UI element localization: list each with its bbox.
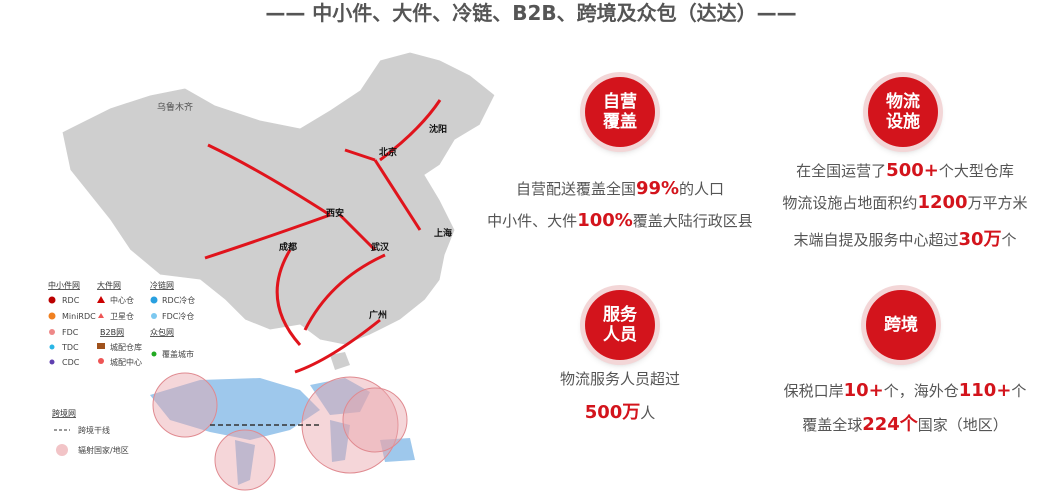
title: —— 中小件、大件、冷链、B2B、跨境及众包（达达）—— xyxy=(265,1,797,25)
text: 在全国运营了 xyxy=(796,162,887,180)
badge-text: 设施 xyxy=(886,112,920,132)
legend-item: CDC xyxy=(62,358,80,367)
text: 个，海外仓 xyxy=(883,382,959,400)
highlight: 1200 xyxy=(917,192,968,213)
legend-title: 中小件网 xyxy=(48,280,80,290)
badge: 跨境 xyxy=(866,290,936,360)
legend-marker xyxy=(97,296,105,303)
legend-item: 城配中心 xyxy=(110,357,142,367)
legend-item: 覆盖城市 xyxy=(162,349,194,359)
text: 物流服务人员超过 xyxy=(559,370,680,388)
badge-text: 人员 xyxy=(603,325,637,345)
legend-marker xyxy=(48,312,56,320)
badge-text: 物流 xyxy=(886,92,920,112)
legend-title: 跨境网 xyxy=(52,408,76,418)
city-label: 沈阳 xyxy=(429,123,447,135)
city-label: 广州 xyxy=(369,309,387,321)
feature-line: 末端自提及服务中心超过30万个 xyxy=(735,225,1062,251)
text: 国家（地区） xyxy=(917,416,1008,434)
routes xyxy=(204,99,442,374)
legend-marker xyxy=(49,329,55,335)
world-map xyxy=(150,372,415,491)
city-label: 武汉 xyxy=(371,241,390,253)
badge-text: 自营 xyxy=(603,92,637,112)
badge-text: 跨境 xyxy=(884,315,918,335)
feature-line: 500万人 xyxy=(450,398,790,424)
legend-item: 跨境干线 xyxy=(78,425,110,435)
highlight: 500+ xyxy=(886,160,939,181)
legend-marker xyxy=(98,313,104,318)
legend-item: FDC xyxy=(62,328,79,337)
text: 人 xyxy=(640,404,656,422)
highlight: 100% xyxy=(577,210,633,231)
hainan xyxy=(330,352,350,370)
text: 个 xyxy=(1001,231,1017,249)
text: 中小件、大件 xyxy=(487,212,578,230)
legend-item: MiniRDC xyxy=(62,312,96,321)
legend-marker xyxy=(49,344,55,350)
text: 个大型仓库 xyxy=(938,162,1014,180)
legend-marker xyxy=(48,296,56,304)
legend-marker xyxy=(97,343,105,349)
text: 万平方米 xyxy=(967,194,1028,212)
legend-marker xyxy=(151,351,157,357)
text: 的人口 xyxy=(679,180,725,198)
city-label: 上海 xyxy=(434,227,452,239)
legend-item: 卫星仓 xyxy=(110,311,134,321)
feature-line: 中小件、大件100%覆盖大陆行政区县 xyxy=(450,210,790,231)
legend-item: RDC xyxy=(62,296,80,305)
legend-title: B2B网 xyxy=(100,328,124,337)
legend-title: 冷链网 xyxy=(150,280,174,290)
badge-text: 覆盖 xyxy=(603,112,637,132)
city-label: 乌鲁木齐 xyxy=(157,101,193,113)
legend-marker xyxy=(49,359,55,365)
legend-marker xyxy=(56,444,68,456)
legend-item: 城配仓库 xyxy=(110,342,142,352)
badge: 自营 覆盖 xyxy=(585,77,655,147)
feature-line: 在全国运营了500+个大型仓库 xyxy=(735,160,1062,181)
badge: 物流 设施 xyxy=(868,77,938,147)
highlight: 30万 xyxy=(958,229,1002,250)
legend-marker xyxy=(151,313,157,319)
legend-item: RDC冷仓 xyxy=(162,295,195,305)
legend-marker xyxy=(98,358,104,364)
text: 物流设施占地面积约 xyxy=(782,194,918,212)
highlight: 99% xyxy=(635,178,680,199)
china-map xyxy=(61,51,496,346)
text: 覆盖大陆行政区县 xyxy=(632,212,753,230)
city-label: 西安 xyxy=(326,207,344,219)
text: 末端自提及服务中心超过 xyxy=(793,231,959,249)
feature-line: 自营配送覆盖全国99%的人口 xyxy=(450,178,790,199)
legend-title: 众包网 xyxy=(150,327,174,337)
legend-item: FDC冷仓 xyxy=(162,311,194,321)
legend-item: 中心仓 xyxy=(110,295,134,305)
highlight: 224个 xyxy=(862,414,918,435)
legend-title: 大件网 xyxy=(97,280,121,290)
text: 个 xyxy=(1011,382,1027,400)
legend-item: 辐射国家/地区 xyxy=(78,445,129,455)
city-label: 北京 xyxy=(379,146,397,158)
map-graphic: 乌鲁木齐 北京 沈阳 西安 上海 成都 武汉 广州 中小件网 RDC xyxy=(48,51,496,491)
badge: 服务 人员 xyxy=(585,290,655,360)
text: 覆盖全球 xyxy=(802,416,863,434)
text: 保税口岸 xyxy=(783,382,844,400)
highlight: 110+ xyxy=(958,380,1012,401)
feature-line: 物流设施占地面积约1200万平方米 xyxy=(735,192,1062,213)
feature-line: 保税口岸10+个，海外仓110+个 xyxy=(735,380,1062,401)
text: 自营配送覆盖全国 xyxy=(515,180,636,198)
city-label: 成都 xyxy=(279,241,297,253)
highlight: 500万 xyxy=(584,402,641,423)
legend-marker xyxy=(150,296,158,304)
feature-line: 覆盖全球224个国家（地区） xyxy=(735,410,1062,436)
feature-line: 物流服务人员超过 xyxy=(450,368,790,389)
highlight: 10+ xyxy=(843,380,884,401)
legend-item: TDC xyxy=(61,343,79,352)
badge-text: 服务 xyxy=(603,305,637,325)
